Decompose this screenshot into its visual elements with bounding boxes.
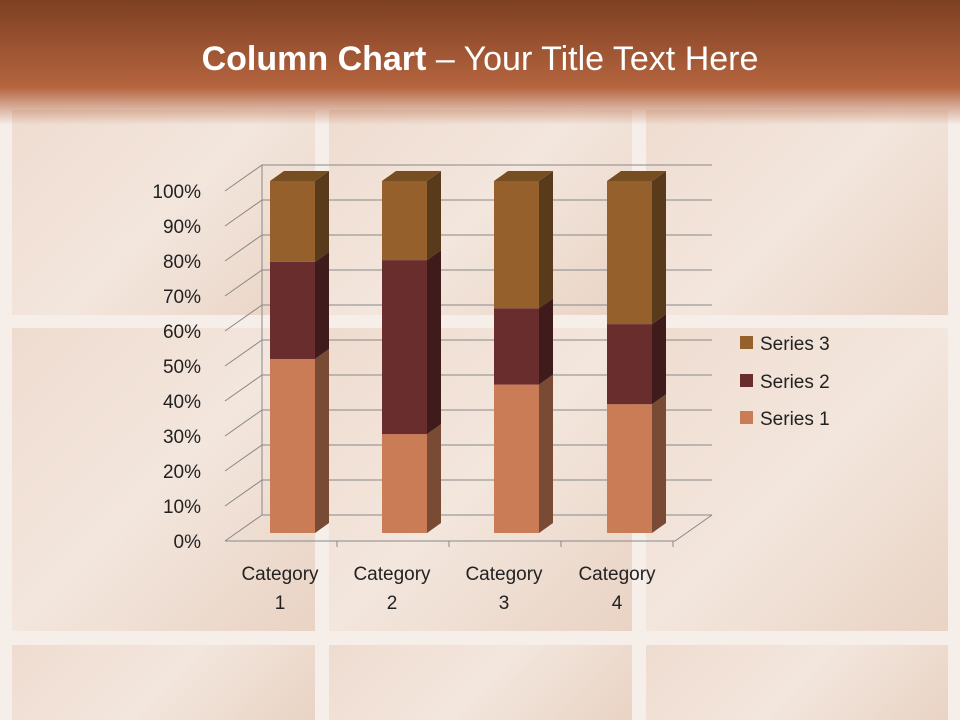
bar-segment [494,308,539,385]
bar-segment [382,434,427,533]
bar-top [382,171,441,181]
category-label: Category [465,564,543,585]
y-tick-label: 90% [163,217,201,238]
y-tick-label: 10% [163,497,201,518]
legend-label: Series 1 [760,409,830,430]
floor-edge [225,514,713,542]
bar-segment [494,181,539,309]
category-label: 2 [387,593,398,614]
y-tick-label: 100% [152,182,201,203]
bar-side [652,394,666,533]
category-label: Category [578,564,656,585]
legend-swatch [740,374,753,387]
bar-segment [607,324,652,405]
category-label: Category [353,564,431,585]
bar-side [652,314,666,405]
title-banner [0,0,960,125]
bar-segment [382,260,427,435]
category-label: Category [241,564,319,585]
bar-side [315,251,329,360]
bar-side [539,374,553,533]
bar-segment [270,261,315,360]
bar-side [539,298,553,385]
legend-label: Series 3 [760,334,830,355]
bar-segment [607,181,652,325]
category-label: 3 [499,593,510,614]
y-tick-label: 0% [174,532,202,553]
bar-segment [494,384,539,533]
y-tick-label: 20% [163,462,201,483]
bar-segment [382,181,427,261]
bar-segment [607,404,652,533]
bar-segment [270,359,315,533]
bar-side [315,171,329,262]
legend-swatch [740,411,753,424]
y-tick-label: 40% [163,392,201,413]
bar-side [427,250,441,435]
y-tick-label: 30% [163,427,201,448]
bar-side [315,349,329,533]
y-tick-label: 60% [163,322,201,343]
category-label: 1 [275,593,286,614]
bar-side [539,171,553,309]
bar-side [427,171,441,261]
bar-top [607,171,666,181]
bar-side [652,171,666,325]
legend-swatch [740,336,753,349]
y-tick-label: 50% [163,357,201,378]
bar-top [270,171,329,181]
bar-segment [270,181,315,262]
bar-side [427,424,441,533]
y-tick-label: 80% [163,252,201,273]
bar-top [494,171,553,181]
y-tick-label: 70% [163,287,201,308]
category-label: 4 [612,593,623,614]
legend-label: Series 2 [760,372,830,393]
slide-title: Column Chart – Your Title Text Here [201,40,759,78]
